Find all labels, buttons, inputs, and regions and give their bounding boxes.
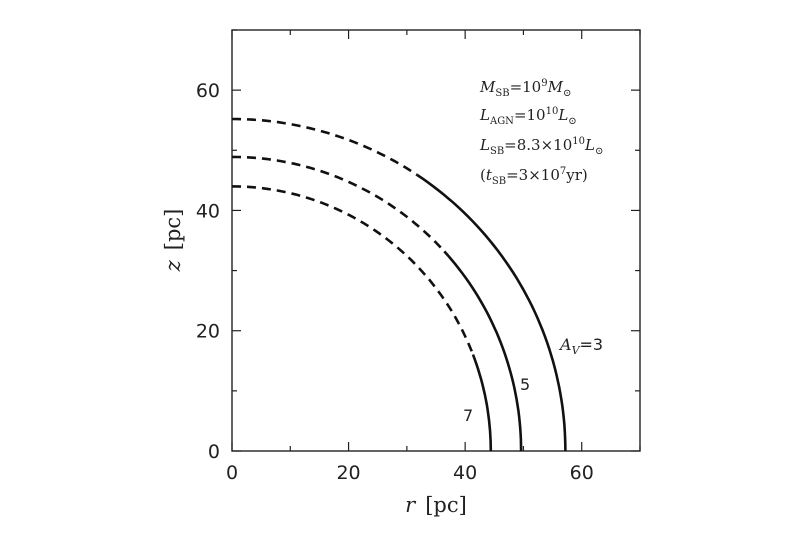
parameter-annotations: MSB=109M⊙ LAGN=1010L⊙ LSB=8.3×1010L⊙ (tS…	[479, 78, 603, 187]
plot-frame	[231, 29, 641, 452]
y-axis-label: z[pc]	[161, 209, 185, 273]
curves	[231, 117, 567, 452]
x-tick-label: 60	[570, 462, 594, 484]
x-tick-label: 40	[453, 462, 477, 484]
y-tick-label: 20	[196, 321, 220, 343]
x-tick-label: 20	[336, 462, 360, 484]
tick-marks	[231, 29, 641, 452]
x-tick-labels: 0 20 40 60	[226, 462, 594, 484]
curve-label-7: 7	[463, 406, 473, 425]
y-tick-labels: 0 20 40 60	[196, 80, 220, 463]
curve-dashed-1	[231, 155, 446, 253]
annotation-l-sb: LSB=8.3×1010L⊙	[479, 136, 603, 157]
x-tick-label: 0	[226, 462, 238, 484]
curve-solid-0	[416, 173, 567, 452]
annotation-m-sb: MSB=109M⊙	[479, 78, 571, 99]
curve-label-av3: AV=3	[558, 335, 603, 357]
annotation-l-agn: LAGN=1010L⊙	[479, 106, 577, 127]
annotation-t-sb: (tSB=3×107yr)	[480, 166, 588, 187]
y-tick-label: 0	[208, 441, 220, 463]
curve-solid-1	[443, 250, 523, 452]
y-tick-label: 40	[196, 200, 220, 222]
x-axis-label: r [pc]	[405, 493, 467, 517]
curve-label-5: 5	[520, 375, 530, 394]
y-tick-label: 60	[196, 80, 220, 102]
curve-dashed-2	[232, 185, 475, 356]
curve-dashed-0	[231, 117, 418, 177]
curve-solid-2	[471, 354, 493, 452]
